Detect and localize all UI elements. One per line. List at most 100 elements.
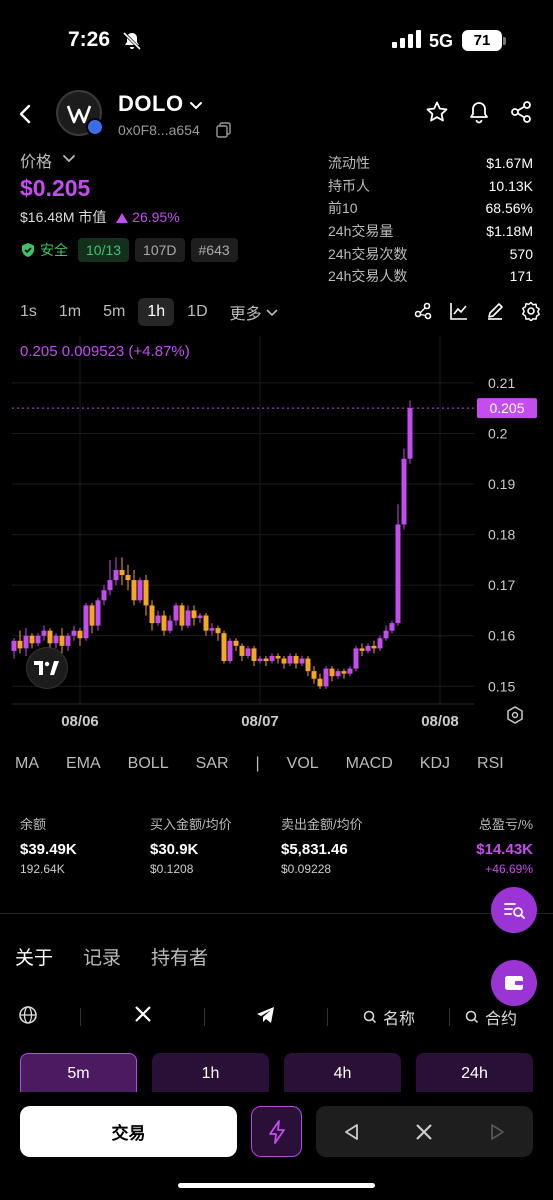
market-cap-value: $16.48M 市值	[20, 209, 107, 225]
chevron-down-icon[interactable]	[188, 97, 204, 113]
candle-body	[221, 633, 227, 662]
candle-body	[347, 668, 353, 674]
indicator-macd[interactable]: MACD	[345, 755, 393, 772]
interval-1s[interactable]: 1s	[20, 303, 37, 320]
y-tick-label: 0.19	[488, 476, 515, 492]
candle-body	[359, 648, 365, 651]
indicator-rsi[interactable]: RSI	[477, 755, 504, 772]
interval-5m[interactable]: 5m	[103, 303, 126, 320]
price-label[interactable]: 价格	[20, 154, 53, 171]
candle-body	[407, 408, 413, 459]
y-tick-label: 0.21	[488, 375, 515, 391]
quick-trade-button[interactable]	[251, 1106, 302, 1157]
chart-settings-icon[interactable]	[507, 706, 523, 724]
candle-body	[161, 615, 167, 631]
rank-badge: #643	[190, 238, 238, 262]
indicator-sar[interactable]: SAR	[195, 755, 229, 772]
candle-body	[215, 628, 221, 634]
candle-body	[257, 658, 263, 662]
indicator-ema[interactable]: EMA	[66, 755, 101, 772]
link-separator	[327, 1008, 328, 1026]
chain-badge-icon	[86, 118, 104, 136]
balance-block: 余额 $39.49K 192.64K	[20, 814, 77, 876]
score-badge[interactable]: 10/13	[78, 238, 130, 262]
candle-body	[95, 600, 101, 626]
wallet-button[interactable]	[491, 960, 537, 1006]
token-links: 名称 合约	[18, 1005, 538, 1029]
token-name[interactable]: DOLO	[118, 91, 184, 116]
indicator-vol[interactable]: VOL	[286, 755, 319, 772]
share-icon[interactable]	[509, 100, 533, 124]
price-chart[interactable]: 0.21 0.2 0.19 0.18 0.17 0.16 0.15 08/06 08/07 08/…	[0, 336, 553, 746]
tab-records[interactable]: 记录	[83, 948, 122, 969]
y-tick-label: 0.16	[488, 628, 515, 644]
candle-body	[167, 620, 173, 631]
time-tab-1h[interactable]: 1h	[152, 1053, 269, 1099]
lightning-icon	[268, 1119, 285, 1144]
sell-block: 卖出金额/均价 $5,831.46 $0.09228	[281, 814, 363, 876]
gear-icon[interactable]	[521, 301, 541, 321]
chevron-down-icon[interactable]	[62, 151, 76, 165]
candle-body	[311, 671, 317, 679]
browser-nav	[316, 1106, 533, 1157]
indicator-boll[interactable]: BOLL	[127, 755, 169, 772]
candle-body	[203, 615, 209, 631]
candle-body	[401, 458, 407, 525]
interval-more[interactable]: 更多	[230, 298, 279, 326]
tradingview-logo[interactable]	[26, 647, 68, 689]
time-tab-24h[interactable]: 24h	[416, 1053, 533, 1099]
chart-tools	[413, 301, 541, 321]
candle-body	[137, 580, 143, 601]
search-contract-label: 合约	[485, 1011, 518, 1028]
telegram-icon[interactable]	[256, 1005, 276, 1025]
tab-about[interactable]: 关于	[15, 948, 54, 969]
sell-label: 卖出金额/均价	[281, 817, 363, 832]
interval-1d[interactable]: 1D	[187, 303, 208, 320]
candle-body	[47, 630, 53, 644]
search-records-button[interactable]	[491, 887, 537, 933]
token-logo-icon	[66, 105, 92, 124]
indicator-separator: |	[255, 755, 260, 772]
safety-badge[interactable]: 安全	[20, 238, 72, 262]
time-tab-5m[interactable]: 5m	[20, 1053, 137, 1099]
stat-value: 10.13K	[488, 177, 533, 194]
stat-key: 24h交易次数	[328, 245, 408, 262]
globe-icon[interactable]	[18, 1005, 38, 1025]
bell-icon[interactable]	[467, 100, 491, 124]
search-name-link[interactable]: 名称	[363, 1005, 415, 1029]
current-price: $0.205	[20, 175, 91, 201]
time-tab-4h[interactable]: 4h	[284, 1053, 401, 1099]
draw-icon[interactable]	[485, 301, 505, 321]
buy-sub: $0.1208	[150, 862, 194, 876]
triangle-left-icon[interactable]	[342, 1122, 362, 1142]
link-separator	[449, 1008, 450, 1026]
candle-body	[155, 615, 161, 624]
interval-1m[interactable]: 1m	[58, 303, 82, 320]
candle-body	[251, 648, 257, 662]
indicator-ma[interactable]: MA	[15, 755, 39, 772]
indicator-icon[interactable]	[413, 301, 433, 321]
copy-icon[interactable]	[216, 122, 232, 138]
candle-body	[173, 605, 179, 621]
y-tick-label: 0.18	[488, 527, 515, 543]
signal-icon	[392, 30, 421, 48]
candle-body	[263, 658, 269, 662]
trade-button[interactable]: 交易	[20, 1106, 237, 1157]
line-chart-icon[interactable]	[449, 301, 469, 321]
close-icon[interactable]	[414, 1122, 434, 1142]
pnl-label: 总盈亏/%	[478, 817, 533, 832]
candle-body	[323, 668, 329, 687]
star-icon[interactable]	[425, 100, 449, 124]
tab-holders[interactable]: 持有者	[151, 948, 209, 969]
back-icon[interactable]	[14, 102, 38, 126]
candle-body	[53, 635, 59, 644]
indicator-kdj[interactable]: KDJ	[419, 755, 451, 772]
stat-row: 前10 68.56%	[328, 197, 533, 220]
candle-body	[35, 635, 41, 644]
candle-body	[41, 630, 47, 636]
triangle-right-icon[interactable]	[487, 1122, 507, 1142]
interval-1h[interactable]: 1h	[138, 298, 175, 326]
tradingview-icon	[34, 661, 59, 675]
x-twitter-icon[interactable]	[134, 1005, 152, 1023]
search-contract-link[interactable]: 合约	[465, 1005, 517, 1029]
